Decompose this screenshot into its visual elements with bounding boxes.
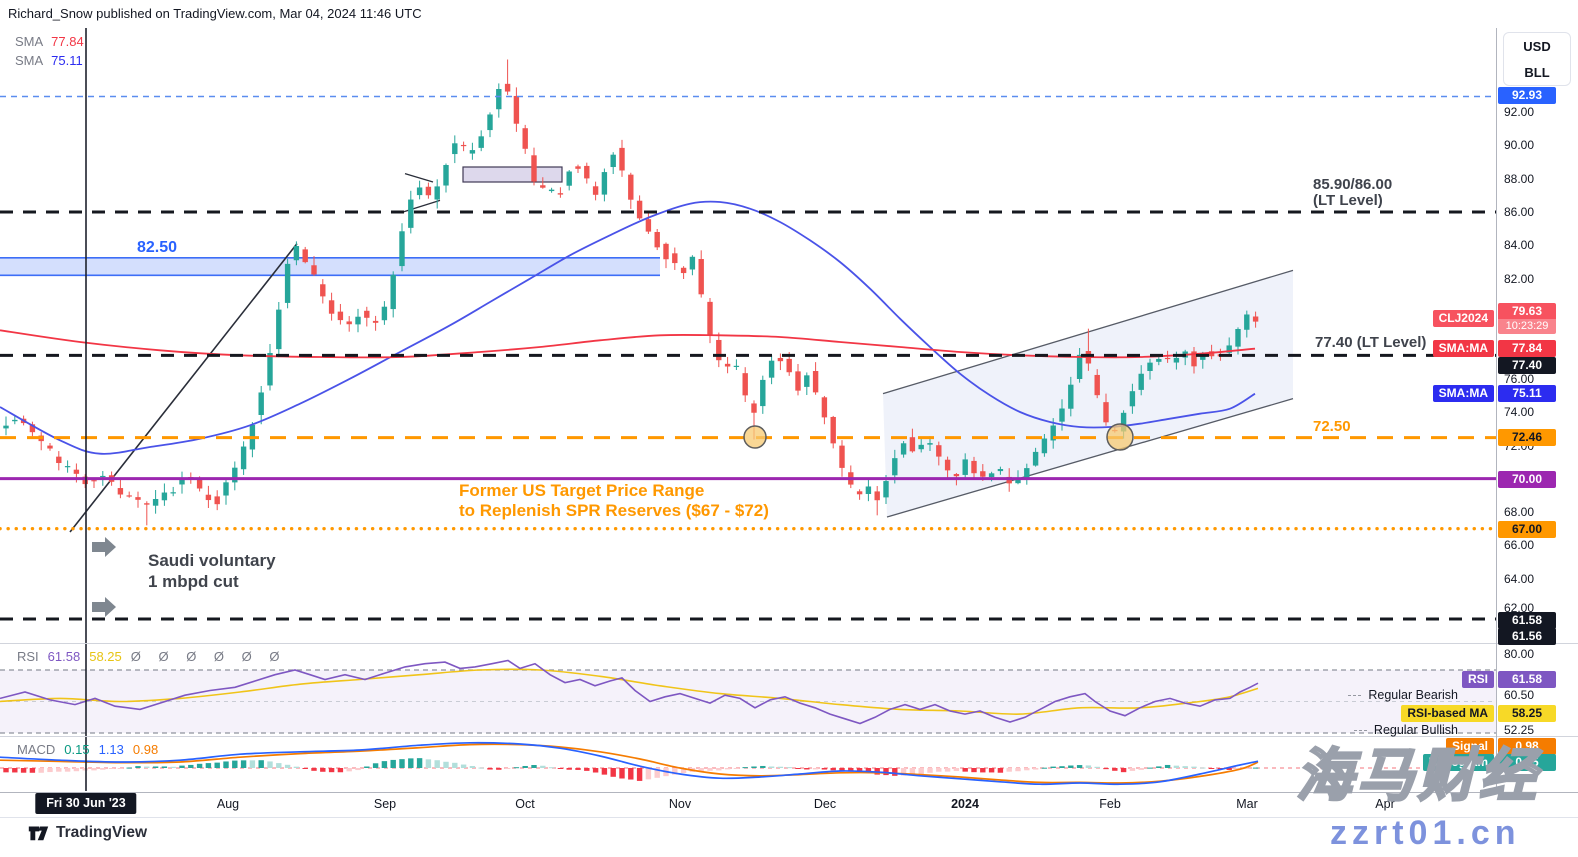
- time-axis[interactable]: Aug Sep Oct Nov Dec 2024 Feb Mar Apr: [0, 792, 1578, 818]
- price-label-badge: 61.58: [1498, 611, 1556, 629]
- series-tag: SMA:MA: [1432, 384, 1494, 402]
- price-label-badge: 61.56: [1498, 627, 1556, 645]
- unit-bll: BLL: [1524, 64, 1550, 80]
- watermark-cn-text: 海马财经: [1295, 743, 1540, 810]
- price-label-badge: 0.15: [1498, 753, 1556, 771]
- price-label-badge: 58.25: [1498, 704, 1556, 722]
- price-label-badge: 77.40: [1498, 356, 1556, 374]
- rsi-value: 61.58: [47, 649, 81, 664]
- macd-histogram-value: 0.15: [64, 742, 90, 757]
- indicator-legend-rsi[interactable]: RSI 61.58 58.25 Ø Ø Ø Ø Ø Ø: [17, 649, 287, 664]
- sma-fast-value: 75.11: [51, 53, 83, 68]
- price-tick: 82.00: [1504, 272, 1535, 286]
- publish-attribution: Richard_Snow published on TradingView.co…: [8, 6, 422, 21]
- price-tick: 90.00: [1504, 138, 1535, 152]
- series-tag: Signal: [1445, 737, 1494, 755]
- price-label-badge: 77.84: [1498, 339, 1556, 357]
- price-tick: 86.00: [1504, 205, 1535, 219]
- watermark-url: zzrt01.cn: [1330, 814, 1521, 852]
- time-tick: Mar: [1236, 797, 1258, 811]
- price-label-badge: 0.98: [1498, 737, 1556, 755]
- rsi-label: RSI: [17, 649, 39, 664]
- price-tick: 76.00: [1504, 372, 1535, 386]
- series-tag: CLJ2024: [1432, 309, 1494, 327]
- price-tick: 68.00: [1504, 505, 1535, 519]
- tradingview-logo-icon: [28, 826, 49, 841]
- price-tick: 64.00: [1504, 572, 1535, 586]
- indicator-legend-sma: SMA 77.84 SMA 75.11: [15, 32, 84, 70]
- annotation-lt-level-86[interactable]: 85.90/86.00 (LT Level): [1313, 176, 1393, 209]
- price-label-badge: 92.93: [1498, 86, 1556, 104]
- legend-sma-fast[interactable]: SMA 75.11: [15, 51, 84, 70]
- annotation-level-7250[interactable]: 72.50: [1313, 418, 1351, 435]
- series-tag: RSI: [1461, 670, 1494, 688]
- price-tick: 88.00: [1504, 172, 1535, 186]
- time-tick: Aug: [216, 797, 240, 811]
- sma-label: SMA: [15, 34, 44, 49]
- time-tick: Apr: [1375, 797, 1395, 811]
- indicator-legend-macd[interactable]: MACD 0.15 1.13 0.98: [17, 742, 158, 757]
- rsi-empty-inputs: Ø Ø Ø Ø Ø Ø: [130, 649, 287, 664]
- time-tick: Feb: [1099, 797, 1121, 811]
- price-label-badge: 61.58: [1498, 670, 1556, 688]
- series-tag: RSI-based MA: [1401, 704, 1494, 722]
- macd-label: MACD: [17, 742, 56, 757]
- price-tick: 74.00: [1504, 405, 1535, 419]
- price-tick: 60.50: [1504, 688, 1535, 702]
- annotation-lt-level-7740[interactable]: 77.40 (LT Level): [1315, 334, 1427, 351]
- crosshair-date-label: Fri 30 Jun '23: [35, 793, 137, 814]
- time-tick: Nov: [668, 797, 692, 811]
- price-label-badge: 67.00: [1498, 520, 1556, 538]
- price-tick: 66.00: [1504, 538, 1535, 552]
- tradingview-attribution[interactable]: TradingView: [28, 823, 147, 843]
- price-tick: 80.00: [1504, 647, 1535, 661]
- rsi-ma-value: 58.25: [89, 649, 122, 664]
- time-tick: Oct: [515, 797, 535, 811]
- price-label-badge: 79.63 10:23:29: [1498, 303, 1556, 334]
- series-tag: Histogram: [1422, 753, 1494, 771]
- price-tick: 52.25: [1504, 723, 1535, 737]
- legend-sma-slow[interactable]: SMA 77.84: [15, 32, 84, 51]
- series-tag: SMA:MA: [1432, 339, 1494, 357]
- price-label-badge: 75.11: [1498, 384, 1556, 402]
- time-tick: 2024: [951, 797, 979, 811]
- sma-label: SMA: [15, 53, 44, 68]
- time-tick: Sep: [373, 797, 397, 811]
- annotation-saudi-note[interactable]: Saudi voluntary 1 mbpd cut: [148, 551, 276, 591]
- sma-slow-value: 77.84: [51, 34, 84, 49]
- price-tick: 84.00: [1504, 238, 1535, 252]
- annotation-spr-note[interactable]: Former US Target Price Range to Replenis…: [459, 481, 769, 520]
- price-label-badge: 72.46: [1498, 428, 1556, 446]
- macd-line-value: 1.13: [98, 742, 124, 757]
- tradingview-brand-text: TradingView: [56, 824, 148, 841]
- annotation-level-8250[interactable]: 82.50: [137, 239, 178, 256]
- time-tick: Dec: [813, 797, 837, 811]
- rsi-regular-bearish-label: Regular Bearish: [1348, 687, 1458, 703]
- price-label-badge: 70.00: [1498, 470, 1556, 488]
- currency-usd: USD: [1523, 38, 1551, 54]
- macd-signal-value: 0.98: [132, 742, 159, 757]
- price-tick: 92.00: [1504, 105, 1535, 119]
- currency-unit-box: USD BLL: [1503, 32, 1571, 86]
- rsi-regular-bullish-label: Regular Bullish: [1353, 722, 1458, 738]
